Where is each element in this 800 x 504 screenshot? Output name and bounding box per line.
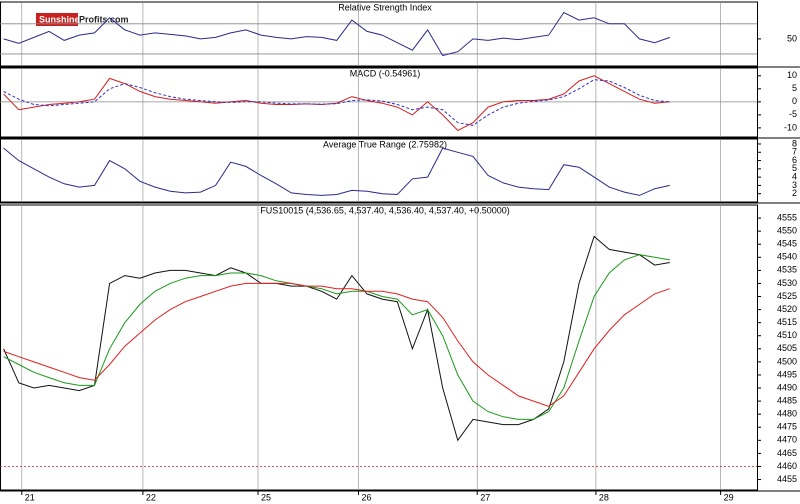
panel-frame (0, 1, 758, 67)
panel-frame (0, 138, 758, 203)
y-tick-label: 4 (792, 172, 797, 182)
x-tick-label: 28 (599, 492, 609, 502)
y-tick-label: 4550 (777, 226, 797, 236)
panel-title: FUS10015 (4,536.65, 4,537.40, 4,536.40, … (260, 205, 509, 215)
y-tick-label: 4555 (777, 212, 797, 222)
series-line (3, 11, 670, 57)
y-tick-label: 4515 (777, 317, 797, 327)
y-tick-label: 4465 (777, 448, 797, 458)
x-tick-label: 29 (724, 492, 734, 502)
logo: Sunshine Profits.com (36, 13, 129, 26)
y-tick-label: -10 (784, 122, 797, 132)
y-tick-label: 4545 (777, 239, 797, 249)
y-tick-label: 50 (787, 33, 797, 43)
y-tick-label: 2 (792, 188, 797, 198)
y-tick-label: 8 (792, 138, 797, 148)
panel-frame (0, 204, 758, 491)
y-tick-label: 4535 (777, 265, 797, 275)
y-tick-label: 0 (792, 96, 797, 106)
panel-frame (0, 67, 758, 138)
y-tick-label: 4540 (777, 252, 797, 262)
x-tick-label: 21 (25, 492, 35, 502)
y-tick-label: 3 (792, 180, 797, 190)
y-tick-label: 4485 (777, 395, 797, 405)
series-line (3, 235, 670, 442)
y-tick-label: 4500 (777, 356, 797, 366)
y-tick-label: -5 (789, 109, 797, 119)
logo-brand: Sunshine (39, 14, 80, 24)
y-tick-label: 7 (792, 147, 797, 157)
x-tick-label: 26 (362, 492, 372, 502)
y-tick-label: 5 (792, 163, 797, 173)
y-tick-label: 4525 (777, 291, 797, 301)
y-tick-label: 4505 (777, 343, 797, 353)
y-tick-label: 4455 (777, 474, 797, 484)
panel-title: Average True Range (2.75982) (323, 139, 447, 149)
series-line (3, 254, 670, 420)
logo-box (36, 13, 78, 26)
logo-suffix: Profits.com (79, 14, 129, 24)
y-tick-label: 4480 (777, 409, 797, 419)
y-tick-label: 4495 (777, 369, 797, 379)
y-tick-label: 5 (792, 83, 797, 93)
y-tick-label: 4490 (777, 382, 797, 392)
y-tick-label: 4460 (777, 461, 797, 471)
x-tick-label: 25 (261, 492, 271, 502)
series-line (3, 282, 670, 407)
y-tick-label: 4470 (777, 435, 797, 445)
y-tick-label: 4530 (777, 278, 797, 288)
y-tick-label: 4520 (777, 304, 797, 314)
x-tick-label: 27 (480, 492, 490, 502)
series-line (3, 75, 670, 132)
y-tick-label: 6 (792, 155, 797, 165)
series-line (3, 147, 670, 196)
y-tick-label: 4510 (777, 330, 797, 340)
panel-title: MACD (-0.54961) (350, 68, 421, 78)
x-tick-label: 22 (146, 492, 156, 502)
y-tick-label: 10 (787, 70, 797, 80)
y-tick-label: 4475 (777, 422, 797, 432)
panel-title: Relative Strength Index (338, 2, 432, 12)
